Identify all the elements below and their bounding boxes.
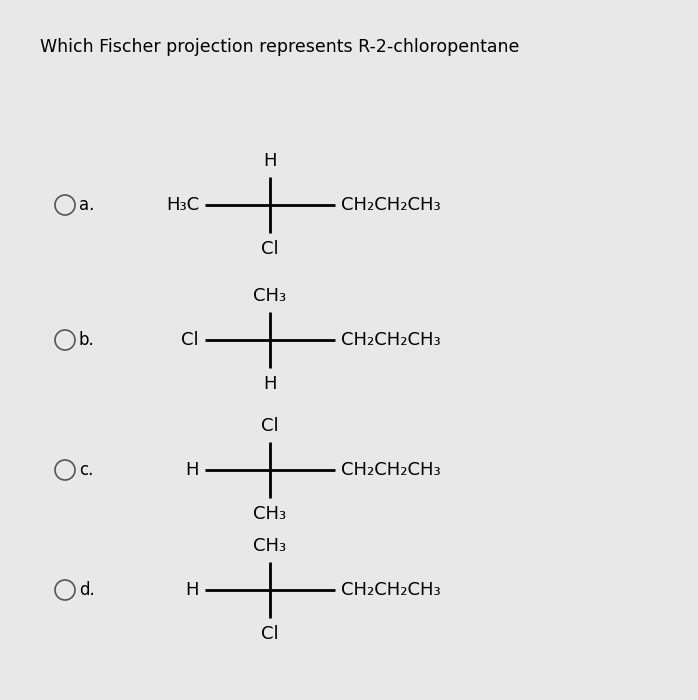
Text: Cl: Cl	[261, 240, 279, 258]
Text: Cl: Cl	[261, 625, 279, 643]
Text: CH₂CH₂CH₃: CH₂CH₂CH₃	[341, 461, 440, 479]
Text: CH₂CH₂CH₃: CH₂CH₂CH₃	[341, 196, 440, 214]
Text: c.: c.	[79, 461, 94, 479]
Text: H: H	[186, 581, 199, 599]
Text: b.: b.	[79, 331, 95, 349]
Text: H: H	[263, 375, 276, 393]
Text: Cl: Cl	[181, 331, 199, 349]
Text: H: H	[186, 461, 199, 479]
Text: CH₃: CH₃	[253, 505, 287, 523]
Text: d.: d.	[79, 581, 95, 599]
Text: CH₃: CH₃	[253, 287, 287, 305]
Text: CH₂CH₂CH₃: CH₂CH₂CH₃	[341, 331, 440, 349]
Text: Cl: Cl	[261, 417, 279, 435]
Text: CH₂CH₂CH₃: CH₂CH₂CH₃	[341, 581, 440, 599]
Text: H₃C: H₃C	[166, 196, 199, 214]
Text: a.: a.	[79, 196, 94, 214]
Text: Which Fischer projection represents R-2-chloropentane: Which Fischer projection represents R-2-…	[40, 38, 519, 56]
Text: CH₃: CH₃	[253, 537, 287, 555]
Text: H: H	[263, 152, 276, 170]
